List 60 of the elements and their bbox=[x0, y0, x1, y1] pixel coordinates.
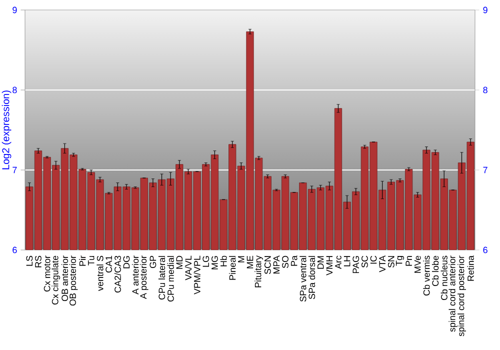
y-tick-label: 7 bbox=[12, 166, 17, 174]
x-tick-label: Pituitary bbox=[254, 255, 264, 288]
x-tick-label: RS bbox=[35, 256, 42, 268]
x-tick-label: Hb bbox=[220, 256, 227, 266]
x-tick-label: DM bbox=[317, 256, 324, 269]
x-tick-label: Arc bbox=[335, 256, 342, 269]
x-tick-label: MPA bbox=[273, 255, 280, 274]
y-tick-label: 6 bbox=[12, 246, 17, 254]
x-tick-label: VPM/VPL bbox=[194, 256, 200, 294]
x-tick-label: Pineal bbox=[229, 256, 236, 280]
x-tick-label: VTA bbox=[379, 255, 386, 272]
y-tick-label: 9 bbox=[12, 6, 17, 14]
y-axis-title: Log2 (expression) bbox=[2, 90, 12, 170]
x-tick-label: LS bbox=[26, 256, 33, 266]
x-tick-label: ventral S bbox=[96, 256, 104, 291]
x-tick-label: Pa bbox=[290, 255, 298, 266]
x-tick-label: SCN bbox=[264, 256, 271, 274]
x-tick-label: spinal cord posterior bbox=[458, 256, 466, 336]
x-tick-label: VMH bbox=[326, 256, 333, 276]
x-tick-label: Cb nucleus bbox=[440, 256, 448, 300]
x-tick-label: ME bbox=[246, 256, 254, 268]
x-tick-label: M bbox=[238, 256, 244, 262]
x-tick-label: MVe bbox=[414, 256, 421, 273]
x-tick-label: CPu lateral bbox=[158, 256, 166, 300]
x-tick-label: SO bbox=[282, 256, 288, 268]
x-tick-label: SN bbox=[388, 256, 394, 268]
x-tick-label: Pir bbox=[79, 256, 86, 266]
x-tick-label: LG bbox=[202, 256, 210, 267]
x-tick-label: VA/VL bbox=[184, 256, 192, 280]
x-tick-label: PAG bbox=[352, 256, 360, 274]
x-tick-label: SPa ventral bbox=[300, 256, 306, 302]
y2-tick-label: 9 bbox=[483, 6, 488, 14]
x-tick-label: DG bbox=[123, 256, 130, 268]
x-tick-label: Pn bbox=[406, 256, 412, 266]
x-tick-label: spinal cord anterior bbox=[448, 256, 458, 332]
x-tick-label: A posterior bbox=[140, 256, 148, 299]
x-tick-label: CA1 bbox=[106, 256, 112, 273]
x-tick-label: OB posterior bbox=[69, 256, 78, 306]
x-tick-label: Tg bbox=[396, 256, 404, 266]
x-tick-label: Tu bbox=[88, 256, 94, 266]
x-tick-label: Cb lobe bbox=[432, 256, 439, 286]
x-tick-label: GP bbox=[150, 256, 156, 268]
x-tick-label: Cx motor bbox=[44, 256, 50, 292]
x-tick-label: A anterior bbox=[132, 256, 139, 294]
x-tick-label: CA2/CA3 bbox=[114, 256, 121, 293]
x-tick-label: LH bbox=[344, 256, 350, 266]
x-tick-label: CPu medial bbox=[167, 256, 174, 302]
x-tick-label: MD bbox=[176, 256, 183, 269]
x-tick-label: Cb vermis bbox=[423, 256, 430, 296]
y2-tick-label: 7 bbox=[483, 166, 488, 174]
x-tick-label: OB anterior bbox=[61, 256, 68, 302]
x-tick-label: MG bbox=[212, 256, 218, 270]
y2-tick-label: 6 bbox=[483, 246, 488, 254]
x-tick-label: SC bbox=[362, 256, 368, 268]
y-tick-label: 8 bbox=[12, 86, 17, 94]
x-tick-label: SPa dorsal bbox=[308, 256, 316, 300]
x-tick-label: Retina bbox=[467, 255, 474, 281]
x-tick-label: IC bbox=[370, 256, 377, 264]
x-tick-label: Cx cingulate bbox=[52, 256, 60, 305]
y2-tick-label: 8 bbox=[483, 86, 488, 94]
